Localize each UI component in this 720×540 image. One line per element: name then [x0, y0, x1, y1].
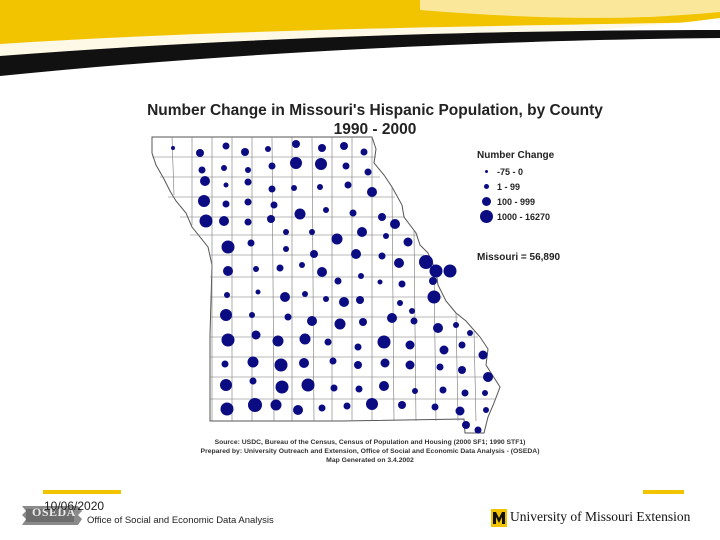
county-boundaries	[152, 136, 496, 422]
footer-org-name: Office of Social and Economic Data Analy…	[87, 515, 274, 526]
footer-accent-right	[643, 490, 684, 494]
legend-item: -75 - 0	[477, 164, 597, 179]
oseda-logo	[22, 506, 82, 525]
legend-item: 1 - 99	[477, 179, 597, 194]
source-note: Source: USDC, Bureau of the Census, Cens…	[140, 438, 600, 465]
map-subtitle: 1990 - 2000	[333, 121, 417, 138]
legend-item: 100 - 999	[477, 194, 597, 209]
legend-dot-small	[477, 184, 495, 189]
state-total: Missouri = 56,890	[477, 252, 561, 263]
state-outline	[151, 136, 501, 434]
legend-dot-medium	[477, 197, 495, 206]
legend-item: 1000 - 16270	[477, 209, 597, 224]
oseda-logo-text: OSEDA	[32, 505, 76, 519]
legend-label: -75 - 0	[497, 166, 524, 177]
extension-name: University of Missouri Extension	[510, 509, 691, 524]
header-banner	[0, 0, 720, 76]
map-legend: Number Change -75 - 0 1 - 99 100 - 999 1…	[477, 150, 597, 224]
missouri-county-map	[151, 136, 501, 434]
legend-label: 1 - 99	[497, 181, 521, 192]
legend-dot-large	[477, 210, 495, 223]
footer-date: 10/06/2020	[44, 499, 105, 513]
legend-title: Number Change	[477, 150, 555, 161]
mizzou-tiger-logo	[491, 509, 507, 527]
map-title: Number Change in Missouri's Hispanic Pop…	[147, 102, 603, 119]
legend-label: 1000 - 16270	[497, 211, 551, 222]
source-line: Source: USDC, Bureau of the Census, Cens…	[214, 439, 526, 446]
prepared-by-line: Prepared by: University Outreach and Ext…	[200, 448, 540, 455]
population-change-symbols	[171, 140, 493, 434]
footer-accent-left	[43, 490, 121, 494]
legend-dot-smallest	[477, 170, 495, 173]
legend-label: 100 - 999	[497, 196, 536, 207]
generated-date-line: Map Generated on 3.4.2002	[326, 457, 414, 464]
